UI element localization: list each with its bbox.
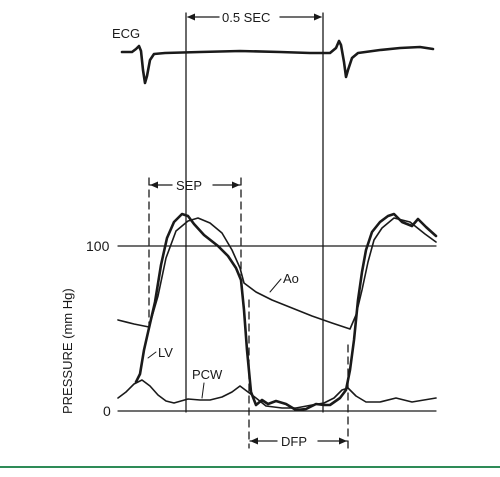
dfp-arrow-right — [339, 437, 347, 445]
sep-arrow-right — [232, 181, 240, 189]
ao-leader-line — [269, 278, 282, 293]
dfp-label: DFP — [281, 434, 307, 449]
y-tick-100: 100 — [86, 238, 110, 254]
ecg-trace — [120, 39, 435, 85]
aortic-pressure-trace — [117, 217, 437, 330]
lv-leader-line — [147, 351, 157, 359]
time-scale-arrow-right — [314, 13, 322, 21]
y-tick-0: 0 — [103, 403, 111, 419]
ao-label: Ao — [283, 271, 299, 286]
sep-arrow-left — [150, 181, 158, 189]
pcw-pressure-trace — [117, 379, 437, 409]
pcw-label: PCW — [192, 367, 223, 382]
y-axis-label: PRESSURE (mm Hg) — [60, 288, 75, 414]
pcw-leader-line — [201, 382, 205, 399]
ecg-label: ECG — [112, 26, 140, 41]
time-scale-arrow-left — [187, 13, 195, 21]
lv-label: LV — [158, 345, 173, 360]
time-scale-label: 0.5 SEC — [222, 10, 270, 25]
dfp-arrow-left — [250, 437, 258, 445]
lv-pressure-trace — [134, 212, 438, 412]
sep-label: SEP — [176, 178, 202, 193]
